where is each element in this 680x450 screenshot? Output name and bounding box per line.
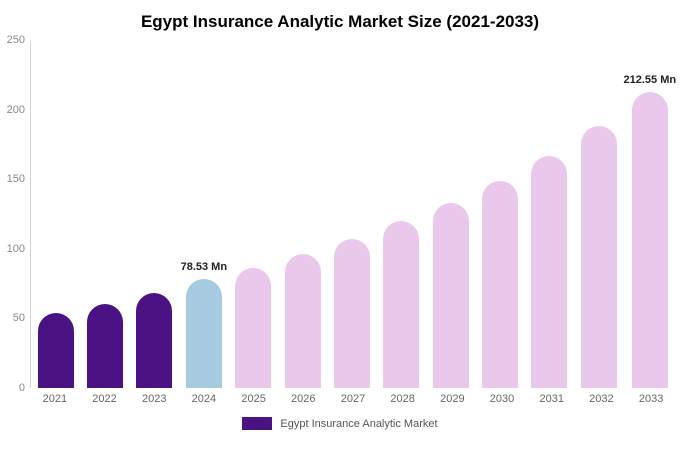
bar-2032[interactable] xyxy=(580,126,617,388)
bar-column: 78.53 Mn xyxy=(179,40,228,388)
x-axis-label: 2032 xyxy=(589,393,614,405)
bar-2022[interactable] xyxy=(87,304,124,388)
bar-2021[interactable] xyxy=(37,312,74,388)
bar-2023[interactable] xyxy=(136,293,173,388)
x-axis: 2021 2022 2023 2024 2025 2026 2027 2028 2029 2030… xyxy=(30,393,676,405)
plot-column: 78.53 Mn 212.55 Mn 2021 2022 2023 2024 2025 20… xyxy=(30,40,676,405)
plot-area: 78.53 Mn 212.55 Mn xyxy=(30,40,676,388)
x-axis-label: 2031 xyxy=(539,393,564,405)
x-axis-label: 2029 xyxy=(440,393,465,405)
bar-2031[interactable] xyxy=(531,155,568,388)
bar-2024[interactable] xyxy=(185,278,222,388)
x-axis-label: 2033 xyxy=(638,393,664,405)
chart-body: 0 50 100 150 200 250 78.53 Mn 212.55 Mn 2021 20… xyxy=(0,34,680,405)
bar-2033[interactable] xyxy=(631,92,668,388)
bar-column xyxy=(475,40,524,388)
x-axis-label: 2024 xyxy=(191,393,217,405)
bar-column xyxy=(31,40,80,388)
bar-2026[interactable] xyxy=(284,254,321,388)
y-tick-label: 100 xyxy=(6,242,25,255)
x-axis-label: 2023 xyxy=(141,393,167,405)
legend-swatch xyxy=(242,417,273,430)
x-axis-label: 2022 xyxy=(92,393,117,405)
y-axis: 0 50 100 150 200 250 xyxy=(0,34,30,394)
x-axis-label: 2030 xyxy=(489,393,515,405)
y-tick-label: 50 xyxy=(12,312,25,325)
chart-title: Egypt Insurance Analytic Market Size (20… xyxy=(140,12,540,31)
bar-2028[interactable] xyxy=(383,220,420,388)
bar-column xyxy=(574,40,623,388)
y-tick-label: 250 xyxy=(6,34,25,46)
bar-2030[interactable] xyxy=(482,180,519,388)
bar-column xyxy=(80,40,129,388)
bar-column xyxy=(130,40,179,388)
legend: Egypt Insurance Analytic Market xyxy=(0,417,680,430)
legend-label: Egypt Insurance Analytic Market xyxy=(280,417,438,430)
bar-column xyxy=(377,40,426,388)
x-axis-label: 2026 xyxy=(291,393,316,405)
bar-column xyxy=(229,40,278,388)
y-tick-label: 150 xyxy=(6,173,25,186)
bar-2027[interactable] xyxy=(333,239,370,388)
bar-2029[interactable] xyxy=(432,202,469,388)
bar-column xyxy=(426,40,475,388)
bar-value-label: 78.53 Mn xyxy=(180,260,228,273)
x-axis-label: 2025 xyxy=(241,393,266,405)
bar-column xyxy=(327,40,376,388)
x-axis-label: 2027 xyxy=(340,393,366,405)
x-axis-label: 2021 xyxy=(42,393,68,405)
bar-column xyxy=(525,40,574,388)
y-tick-label: 200 xyxy=(6,103,25,116)
bar-2025[interactable] xyxy=(235,268,272,388)
bar-value-label: 212.55 Mn xyxy=(623,74,677,87)
bar-column: 212.55 Mn xyxy=(623,40,677,388)
x-axis-label: 2028 xyxy=(390,393,415,405)
bar-column xyxy=(278,40,327,388)
y-tick-label: 0 xyxy=(18,382,25,394)
